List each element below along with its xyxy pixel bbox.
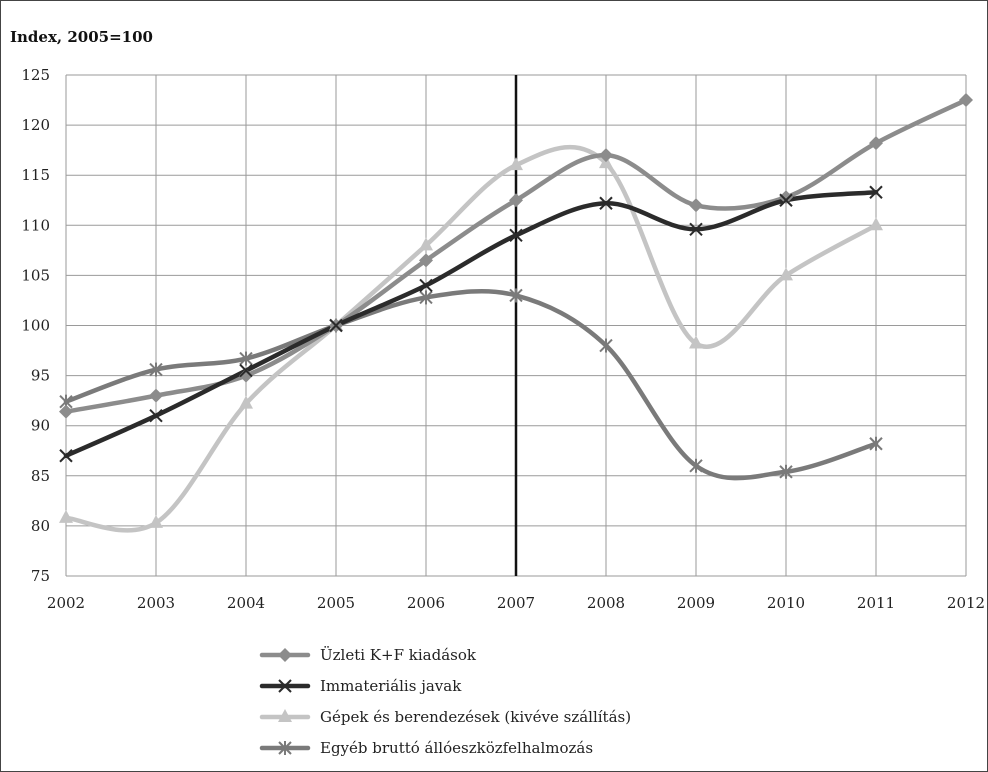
data-point-0-10 <box>959 93 973 108</box>
y-tick-label: 80 <box>31 517 50 535</box>
y-tick-label: 110 <box>21 216 50 234</box>
marker-stroke <box>689 222 703 237</box>
legend-marker-2 <box>278 709 292 722</box>
series-line-2 <box>63 144 879 533</box>
x-tick-label: 2006 <box>407 594 445 612</box>
data-point-1-5 <box>509 228 523 243</box>
data-point-0-5 <box>509 193 523 208</box>
data-point-0-6 <box>599 148 613 163</box>
legend: Üzleti K+F kiadások Immateriális javak Gép… <box>259 646 631 757</box>
data-point-2-7 <box>689 335 703 349</box>
y-tick-label: 85 <box>31 467 50 485</box>
data-point-3-9 <box>869 436 883 451</box>
data-point-2-8 <box>779 267 793 281</box>
data-point-1-6 <box>599 196 613 210</box>
x-tick-label: 2010 <box>767 594 805 612</box>
data-point-1-1 <box>149 408 163 423</box>
data-point-2-5 <box>509 157 523 171</box>
data-point-1-3 <box>329 318 343 333</box>
x-tick-label: 2002 <box>47 594 85 612</box>
data-point-2-0 <box>59 509 73 523</box>
y-tick-label: 90 <box>31 417 50 435</box>
y-tick-label: 125 <box>21 66 50 84</box>
legend-marker-1 <box>278 679 292 693</box>
marker-stroke <box>329 318 343 333</box>
data-point-0-9 <box>869 136 883 151</box>
series-line-1 <box>63 189 879 459</box>
data-point-3-8 <box>779 464 793 479</box>
legend-marker-3 <box>278 741 292 755</box>
x-tick-label: 2004 <box>227 594 265 612</box>
legend-label-0: Üzleti K+F kiadások <box>320 646 477 664</box>
x-tick-label: 2009 <box>677 594 715 612</box>
data-point-3-1 <box>149 362 163 377</box>
x-tick-label: 2012 <box>947 594 985 612</box>
data-point-0-8 <box>779 190 793 205</box>
data-point-3-7 <box>689 458 703 473</box>
x-tick-label: 2011 <box>857 594 895 612</box>
y-tick-label: 95 <box>31 367 50 385</box>
series-line-3 <box>63 288 879 481</box>
legend-label-2: Gépek és berendezések (kivéve szállítás) <box>320 708 631 726</box>
y-tick-label: 75 <box>31 567 50 585</box>
marker-stroke <box>419 278 433 293</box>
x-tick-label: 2003 <box>137 594 175 612</box>
data-point-0-1 <box>149 388 163 403</box>
marker-stroke <box>869 185 883 199</box>
axes: 75 80 85 90 95 100 105 110 115 120 125 2002 2003 2004… <box>21 66 985 612</box>
marker-stroke <box>149 408 163 423</box>
marker-stroke <box>599 196 613 210</box>
data-point-3-5 <box>509 288 523 303</box>
data-point-1-8 <box>779 193 793 207</box>
data-point-1-4 <box>419 278 433 293</box>
data-point-3-6 <box>599 338 613 353</box>
data-point-2-9 <box>869 217 883 231</box>
x-tick-label: 2007 <box>497 594 535 612</box>
y-tick-label: 105 <box>21 266 50 284</box>
legend-label-3: Egyéb bruttó állóeszközfelhalmozás <box>320 739 593 757</box>
data-point-2-2 <box>239 395 253 409</box>
data-point-0-4 <box>419 253 433 268</box>
data-point-3-4 <box>419 290 433 305</box>
data-point-1-7 <box>689 222 703 237</box>
chart-title: Index, 2005=100 <box>10 28 153 46</box>
legend-marker-0 <box>278 648 292 662</box>
data-point-0-7 <box>689 198 703 213</box>
y-tick-label: 115 <box>21 166 50 184</box>
data-point-2-4 <box>419 237 433 251</box>
data-point-3-2 <box>239 351 253 366</box>
series-lines <box>63 97 969 533</box>
legend-label-1: Immateriális javak <box>320 677 462 695</box>
data-point-1-9 <box>869 185 883 199</box>
series-markers <box>59 93 973 528</box>
data-point-0-0 <box>59 404 73 419</box>
data-point-2-1 <box>149 514 163 528</box>
y-tick-label: 120 <box>21 116 50 134</box>
marker-stroke <box>278 679 292 693</box>
y-tick-label: 100 <box>21 317 50 335</box>
marker-stroke <box>59 449 73 463</box>
x-tick-label: 2008 <box>587 594 625 612</box>
data-point-1-0 <box>59 449 73 463</box>
marker-stroke <box>239 363 253 378</box>
x-tick-label: 2005 <box>317 594 355 612</box>
data-point-0-2 <box>239 368 253 383</box>
marker-stroke <box>509 228 523 243</box>
data-point-1-2 <box>239 363 253 378</box>
marker-stroke <box>779 193 793 207</box>
